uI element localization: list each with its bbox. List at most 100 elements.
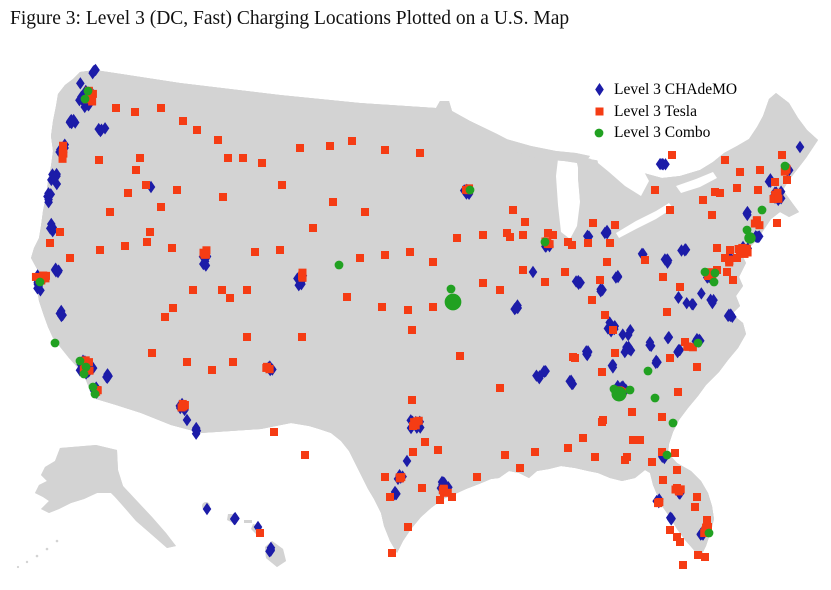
square-marker [601,311,609,319]
square-marker [46,239,54,247]
square-marker [703,516,711,524]
square-marker [648,458,656,466]
circle-marker [744,232,756,244]
diamond-marker [50,171,60,185]
square-marker [598,368,606,376]
square-marker [386,493,394,501]
square-marker [276,246,284,254]
square-marker [588,296,596,304]
diamond-marker [46,188,56,201]
square-marker [579,434,587,442]
square-marker [778,151,786,159]
diamond-marker [709,293,718,307]
square-marker [326,142,334,150]
square-marker [408,396,416,404]
square-marker [666,206,674,214]
square-marker [699,196,707,204]
square-marker [521,218,529,226]
diamond-marker [653,356,662,369]
diamond-marker [618,328,628,341]
square-marker [416,149,424,157]
square-marker [226,294,234,302]
square-marker [684,342,693,351]
square-marker [673,533,681,541]
circle-marker [444,293,462,311]
square-marker [88,97,97,106]
diamond-marker [191,423,200,437]
square-marker [356,254,364,262]
square-marker [80,357,89,366]
diamond-marker [392,487,401,501]
map-legend: Level 3 CHAdeMO Level 3 Tesla Level 3 Co… [592,79,737,144]
square-marker [700,529,709,538]
square-marker [654,498,663,507]
diamond-marker [46,217,56,231]
square-marker [676,283,684,291]
square-marker [298,333,306,341]
square-marker [651,186,659,194]
square-marker [438,486,447,495]
circle-marker [693,338,703,348]
square-marker [611,221,619,229]
diamond-marker [571,275,581,288]
square-marker [774,194,783,203]
square-marker [436,496,444,504]
diamond-marker [682,296,692,310]
square-marker [721,156,729,164]
diamond-marker [687,297,697,311]
square-marker [721,254,729,262]
diamond-marker [202,502,212,516]
square-marker [229,358,237,366]
diamond-marker [663,254,673,267]
square-marker [183,358,191,366]
square-marker [750,219,759,228]
square-marker [121,242,129,250]
square-marker [754,186,762,194]
diamond-marker [57,309,66,323]
diamond-marker [402,454,412,468]
square-marker [769,194,778,203]
square-marker [429,258,437,266]
diamond-marker [723,309,733,323]
square-marker [771,178,779,186]
square-marker [388,549,396,557]
square-marker [628,408,636,416]
square-marker [704,523,712,531]
square-marker [773,219,781,227]
diamond-marker [623,328,633,342]
lake-huron [596,152,649,196]
square-marker [414,416,423,425]
square-marker [42,271,51,280]
square-marker [708,211,716,219]
diamond-marker [182,413,192,427]
square-marker [148,349,156,357]
square-marker [711,188,719,196]
square-marker [243,286,251,294]
circle-marker [446,284,456,294]
circle-marker [757,205,767,215]
diamond-marker [97,123,106,136]
alaska-grid [35,445,176,548]
diamond-marker [674,291,683,304]
square-marker [193,126,201,134]
tesla-square-icon [592,107,606,116]
square-marker [132,166,140,174]
diamond-marker [48,224,57,238]
square-marker [218,286,226,294]
square-marker [421,438,429,446]
square-marker [681,338,689,346]
square-marker [278,181,286,189]
square-marker [598,418,606,426]
square-marker [200,250,209,259]
circle-marker [700,267,710,277]
square-marker [301,451,309,459]
square-marker [621,456,629,464]
square-marker [189,286,197,294]
diamond-marker [658,158,668,171]
square-marker [434,446,442,454]
diamond-marker [89,64,99,78]
diamond-marker [603,322,613,335]
square-marker [298,268,307,277]
square-marker [202,246,211,255]
